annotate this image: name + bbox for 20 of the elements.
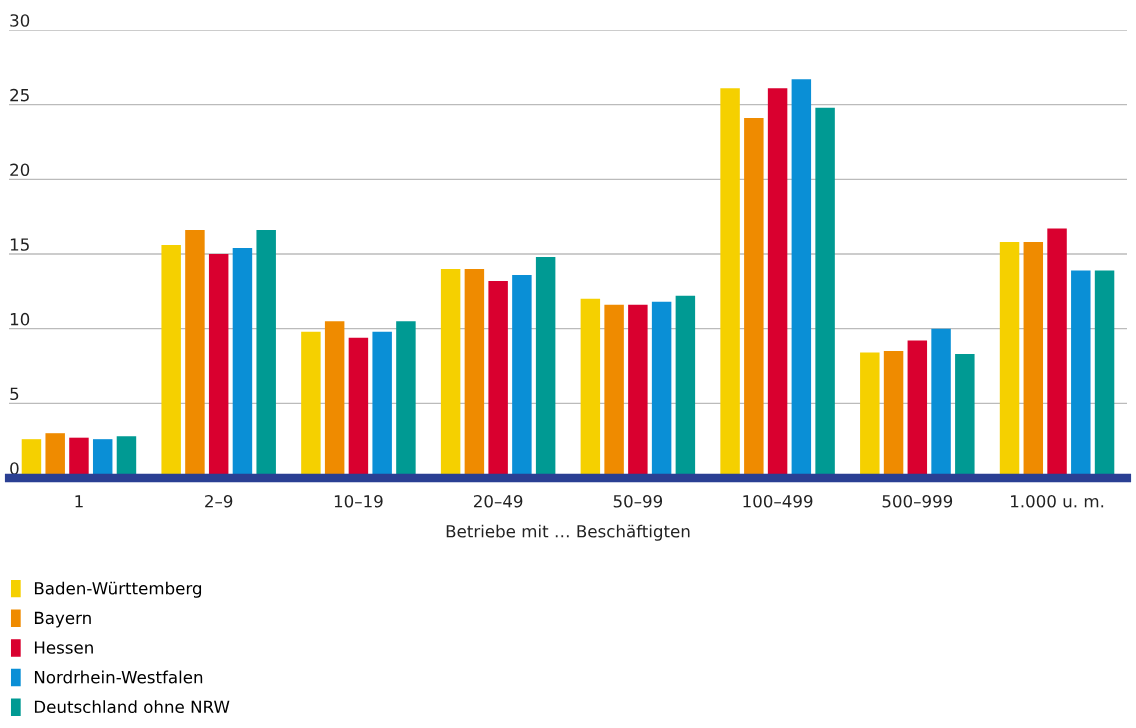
y-tick-label: 25: [10, 88, 29, 102]
legend-label: Hessen: [34, 641, 93, 654]
x-tick-label: 1.000 u. m.: [1011, 494, 1104, 508]
y-tick-label: 15: [10, 238, 29, 251]
x-tick-label: 50–99: [613, 494, 663, 508]
legend-label: Nordrhein-Westfalen: [34, 670, 203, 684]
x-tick-label: 100–499: [743, 494, 813, 508]
y-tick-label: 5: [10, 387, 19, 401]
y-tick-label: 20: [10, 163, 30, 177]
x-tick-label: 2–9: [205, 494, 233, 508]
legend-label: Bayern: [34, 611, 91, 628]
x-tick-label: 20–49: [473, 494, 523, 508]
y-tick-label: 10: [10, 312, 30, 326]
legend-label: Deutschland ohne NRW: [34, 700, 230, 714]
x-tick-label: 1: [75, 495, 83, 508]
x-tick-label: 10–19: [334, 494, 383, 508]
x-axis-title: Betriebe mit … Beschäftigten: [446, 524, 690, 541]
y-tick-label: 30: [10, 14, 30, 27]
x-tick-label: 500–999: [882, 494, 953, 508]
legend-label: Baden-Württemberg: [34, 581, 202, 598]
